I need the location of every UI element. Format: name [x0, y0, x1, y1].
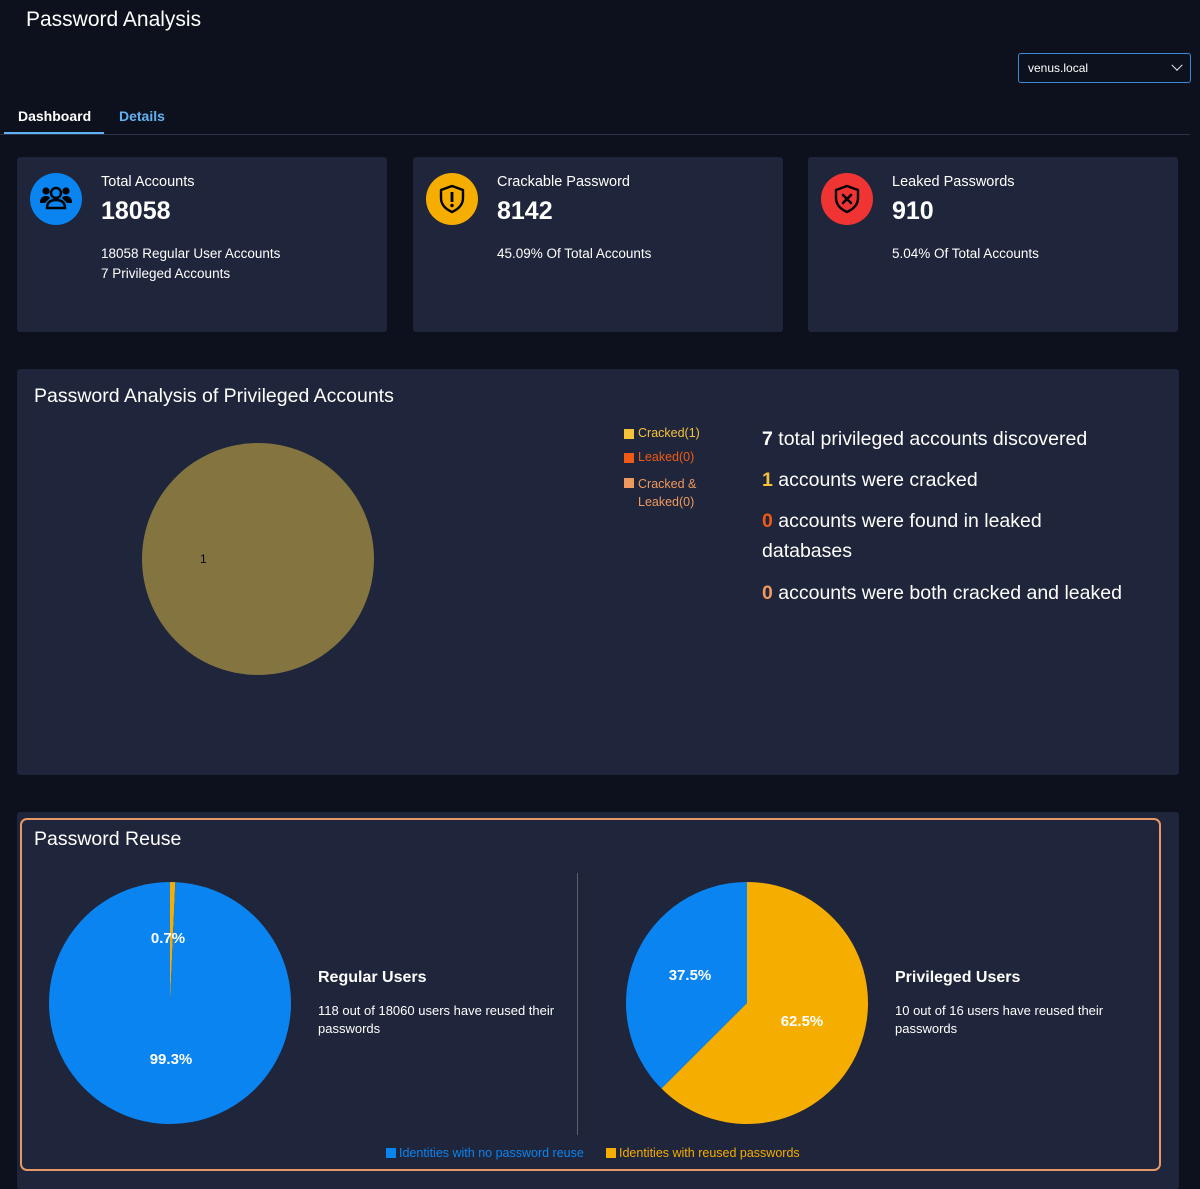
- pie-slice[interactable]: [170, 882, 176, 1003]
- regular-users-title: Regular Users: [318, 969, 427, 986]
- tab-dashboard[interactable]: Dashboard: [18, 108, 92, 124]
- privileged-users-title: Privileged Users: [895, 969, 1021, 986]
- legend-label: Cracked & Leaked(0): [638, 477, 697, 509]
- card-detail: 45.09% Of Total Accounts: [497, 246, 652, 261]
- regular-users-desc: 118 out of 18060 users have reused their…: [318, 1003, 555, 1036]
- chevron-down-icon: [1171, 59, 1183, 71]
- legend-item-reused[interactable]: Identities with reused passwords: [606, 1146, 800, 1160]
- privileged-users-pie-chart: 37.5% 62.5%: [626, 882, 868, 1124]
- active-tab-indicator: [4, 132, 104, 134]
- stat-number: 1: [762, 469, 773, 491]
- legend-swatch: [624, 429, 634, 439]
- shield-warning-icon: [426, 173, 478, 225]
- stat-text: accounts were found in leaked databases: [762, 510, 1042, 562]
- pie-data-label: 37.5%: [669, 967, 712, 984]
- highlight-outline: [20, 818, 1161, 1171]
- legend-label: Cracked(1): [638, 426, 700, 440]
- stat-cracked: 1 accounts were cracked: [762, 465, 1162, 495]
- tab-bar: Dashboard Details: [0, 100, 1190, 135]
- privileged-pie-chart: 1: [142, 443, 374, 675]
- legend-item-cracked-leaked[interactable]: Cracked & Leaked(0): [624, 475, 714, 511]
- crackable-password-card: Crackable Password 8142 45.09% Of Total …: [413, 157, 783, 332]
- pie-slice[interactable]: [661, 882, 868, 1124]
- divider: [577, 873, 578, 1135]
- users-icon: [30, 173, 82, 225]
- leaked-passwords-card: Leaked Passwords 910 5.04% Of Total Acco…: [808, 157, 1178, 332]
- card-label: Leaked Passwords: [892, 174, 1015, 190]
- reuse-panel-title: Password Reuse: [34, 828, 182, 850]
- domain-select[interactable]: venus.local: [1018, 53, 1191, 83]
- card-value: 910: [892, 197, 934, 225]
- shield-x-icon: [821, 173, 873, 225]
- stat-number: 0: [762, 510, 773, 532]
- card-detail: 5.04% Of Total Accounts: [892, 246, 1039, 261]
- pie-slice[interactable]: [626, 882, 747, 1089]
- stat-text: total privileged accounts discovered: [772, 428, 1088, 450]
- legend-item-leaked[interactable]: Leaked(0): [624, 450, 694, 464]
- legend-label: Identities with no password reuse: [399, 1146, 584, 1160]
- legend-swatch: [386, 1148, 396, 1158]
- pie-data-label: 1: [200, 552, 207, 566]
- stat-text: accounts were cracked: [772, 469, 978, 491]
- legend-item-no-reuse[interactable]: Identities with no password reuse: [386, 1146, 584, 1160]
- pie-data-label: 99.3%: [150, 1051, 193, 1068]
- legend-swatch: [624, 478, 634, 488]
- card-detail: 7 Privileged Accounts: [101, 266, 231, 281]
- card-label: Total Accounts: [101, 174, 195, 190]
- stat-total-privileged: 7 total privileged accounts discovered: [762, 424, 1162, 454]
- card-value: 18058: [101, 197, 171, 225]
- legend-label: Leaked(0): [638, 450, 695, 464]
- legend-item-cracked[interactable]: Cracked(1): [624, 426, 700, 440]
- privileged-panel-title: Password Analysis of Privileged Accounts: [34, 385, 394, 407]
- card-value: 8142: [497, 197, 553, 225]
- total-accounts-card: Total Accounts 18058 18058 Regular User …: [17, 157, 387, 332]
- pie-data-label: 62.5%: [781, 1013, 824, 1030]
- pie-slice[interactable]: [48, 882, 292, 1124]
- pie-data-label: 0.7%: [151, 930, 185, 947]
- stat-cracked-and-leaked: 0 accounts were both cracked and leaked: [762, 578, 1182, 608]
- stat-number: 0: [762, 582, 773, 604]
- pie-slice-cracked[interactable]: [142, 443, 374, 675]
- card-label: Crackable Password: [497, 174, 630, 190]
- tab-details[interactable]: Details: [119, 108, 165, 124]
- legend-label: Identities with reused passwords: [619, 1146, 800, 1160]
- legend-swatch: [606, 1148, 616, 1158]
- stat-leaked: 0 accounts were found in leaked database…: [762, 506, 1092, 566]
- legend-swatch: [624, 453, 634, 463]
- privileged-users-desc: 10 out of 16 users have reused their pas…: [895, 1003, 1104, 1036]
- card-detail: 18058 Regular User Accounts: [101, 246, 281, 261]
- stat-number: 7: [762, 428, 773, 450]
- page-title: Password Analysis: [26, 8, 202, 31]
- regular-users-pie-chart: 99.3% 0.7%: [48, 882, 292, 1124]
- stat-text: accounts were both cracked and leaked: [772, 582, 1122, 604]
- domain-select-value: venus.local: [1028, 61, 1089, 75]
